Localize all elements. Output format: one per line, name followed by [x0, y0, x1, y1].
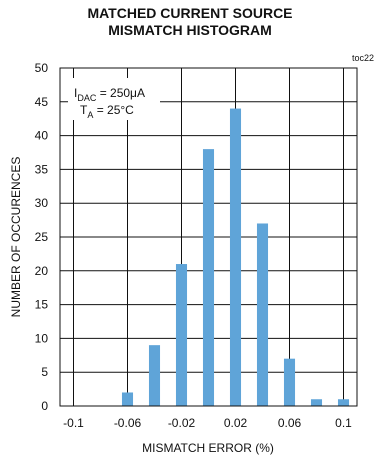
y-tick-label: 10 [35, 331, 49, 345]
histogram-bar [310, 399, 323, 406]
histogram-bar [121, 392, 134, 406]
y-tick-label: 45 [35, 95, 49, 109]
histogram-bar [229, 108, 242, 406]
y-tick-label: 35 [35, 162, 49, 176]
y-tick-label: 30 [35, 196, 49, 210]
histogram-bar [148, 345, 161, 406]
y-tick-label: 15 [35, 298, 49, 312]
plot-frame [59, 67, 358, 407]
conditions-box [68, 78, 160, 120]
y-axis-title: NUMBER OF OCCURENCES [9, 157, 23, 318]
x-tick-label: -0.06 [114, 416, 142, 430]
histogram-bar [175, 264, 188, 406]
chart-title-line2: MISMATCH HISTOGRAM [108, 22, 272, 38]
condition-ta: TA = 25°C [80, 103, 134, 120]
x-tick-label: -0.1 [63, 416, 84, 430]
y-tick-label: 0 [41, 399, 48, 413]
x-tick-label: 0.1 [335, 416, 352, 430]
x-tick-label: 0.02 [224, 416, 248, 430]
y-tick-label: 5 [41, 365, 48, 379]
figure-code: toc22 [352, 53, 375, 63]
histogram-bar [202, 149, 215, 406]
histogram-bar [283, 358, 296, 406]
x-tick-label: 0.06 [278, 416, 302, 430]
chart-title-line1: MATCHED CURRENT SOURCE [87, 5, 293, 21]
y-tick-label: 50 [35, 61, 49, 75]
x-tick-label: -0.02 [168, 416, 196, 430]
y-tick-label: 25 [35, 230, 49, 244]
x-axis-title: MISMATCH ERROR (%) [142, 441, 274, 455]
y-tick-label: 40 [35, 129, 49, 143]
x-tick-labels: -0.1 -0.06 -0.02 0.02 0.06 0.1 [63, 416, 352, 430]
condition-idac: IDAC = 250μA [74, 86, 145, 103]
histogram-bar [256, 223, 269, 406]
histogram-bar [337, 399, 350, 406]
y-tick-labels: 0 5 10 15 20 25 30 35 40 45 50 [35, 61, 49, 413]
y-tick-label: 20 [35, 264, 49, 278]
bars [121, 108, 350, 406]
